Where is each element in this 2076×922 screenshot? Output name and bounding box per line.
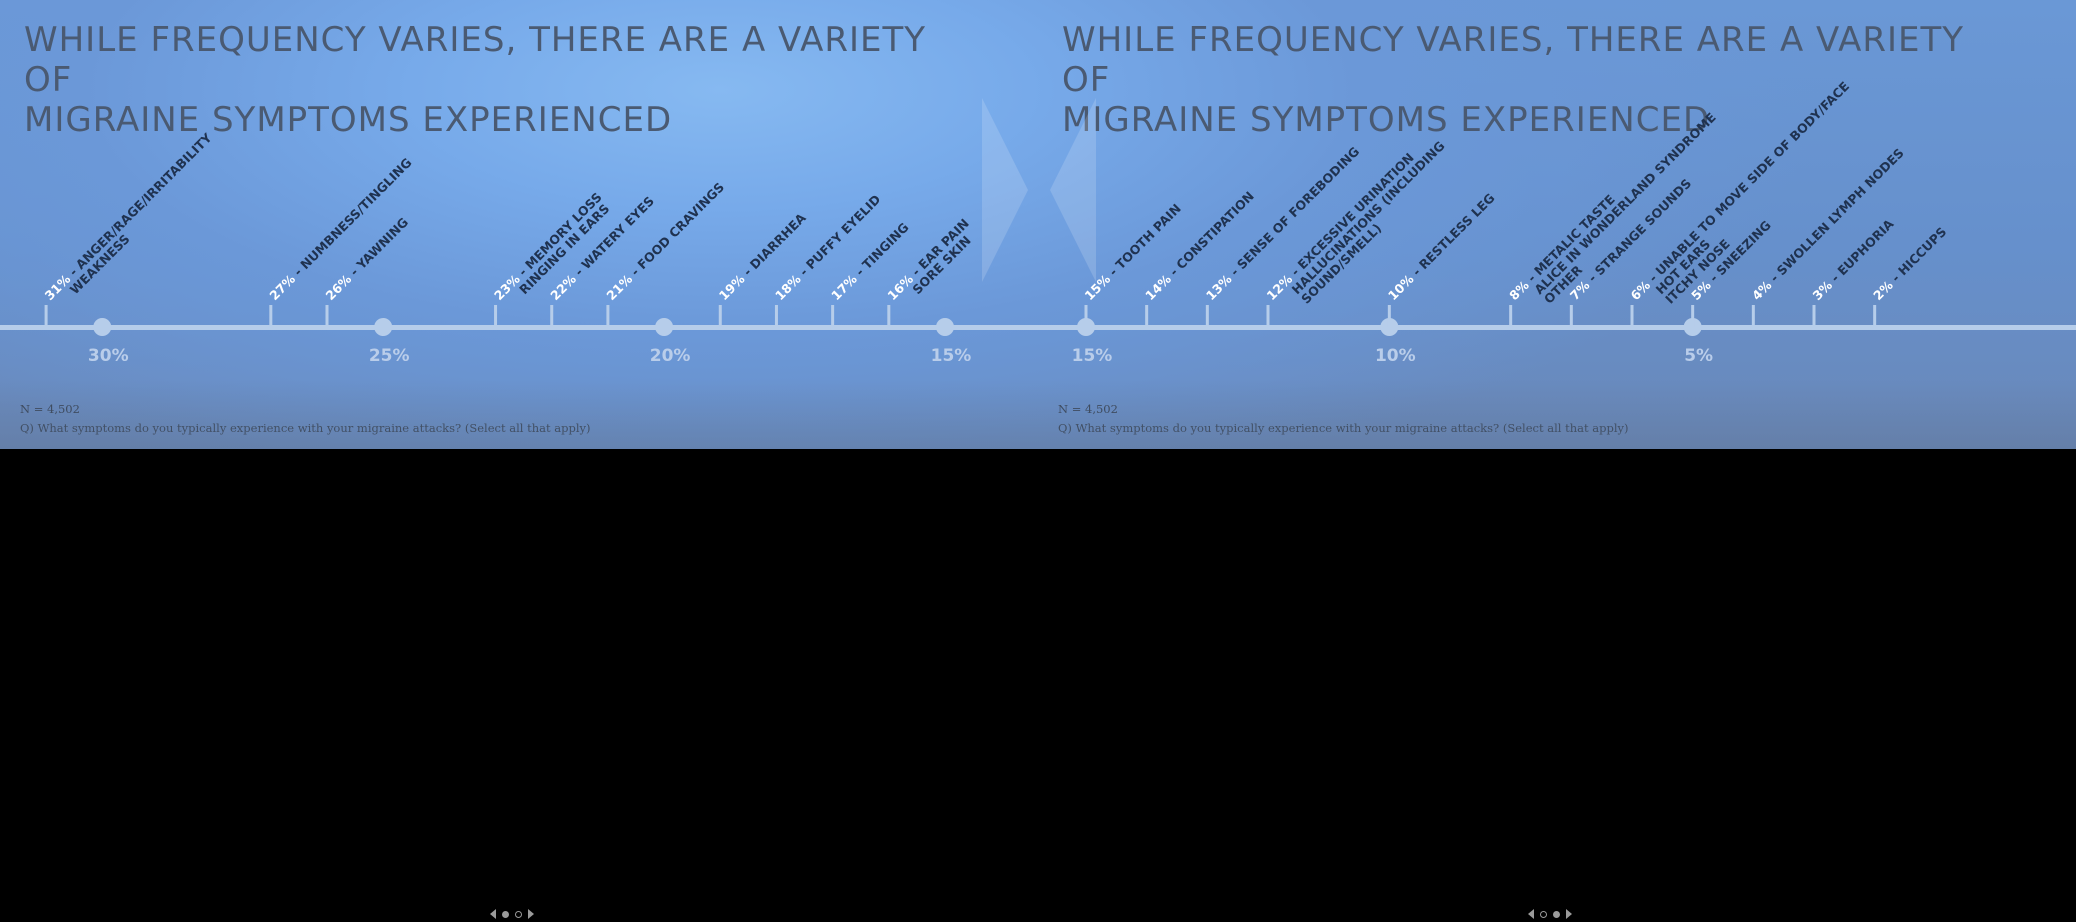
symptom-name: - HICCUPS <box>1885 224 1949 288</box>
next-arrow-icon[interactable] <box>1566 909 1572 919</box>
axis-major-marker <box>374 318 393 336</box>
symptom-label: 18% - PUFFY EYELID <box>772 192 884 304</box>
symptom-name: - TINGING <box>849 220 911 282</box>
pager-dot-2[interactable] <box>1553 910 1560 918</box>
symptom-label-line: 15% - TOOTH PAIN <box>1082 201 1184 303</box>
symptom-label-line: 21% - FOOD CRAVINGS <box>603 179 727 303</box>
slide-2-title: WHILE FREQUENCY VARIES, THERE ARE A VARI… <box>1062 20 1965 140</box>
pager-dot-1[interactable] <box>1540 910 1547 918</box>
axis-major-marker <box>93 318 112 336</box>
axis-major-marker <box>936 318 954 336</box>
symptom-timeline-chart: 30% 25% 20% 15% 31% - ANGER/RAGE/IRRITABILIT… <box>0 78 2076 366</box>
symptom-name: - FOOD CRAVINGS <box>625 179 728 282</box>
axis-tick-label: 5% <box>1684 346 1713 366</box>
symptom-tick <box>774 305 778 327</box>
axis-tick-label: 15% <box>931 346 972 366</box>
symptom-tick <box>831 305 835 327</box>
symptom-label-line: 14% - CONSTIPATION <box>1142 188 1257 303</box>
symptom-tick <box>494 305 498 327</box>
slide-1-title: WHILE FREQUENCY VARIES, THERE ARE A VARI… <box>24 20 927 140</box>
symptom-tick <box>1873 305 1877 327</box>
symptom-tick <box>269 305 273 327</box>
symptom-label: 14% - CONSTIPATION <box>1142 188 1257 303</box>
symptom-label-line: 18% - PUFFY EYELID <box>772 192 884 304</box>
symptom-tick <box>1145 305 1149 327</box>
symptom-tick <box>1569 305 1573 327</box>
symptom-tick <box>44 305 48 327</box>
previous-arrow-icon[interactable] <box>1528 909 1534 919</box>
axis-tick-label: 15% <box>1072 346 1113 366</box>
symptom-label: 15% - TOOTH PAIN <box>1082 201 1184 303</box>
axis-major-marker <box>655 318 674 336</box>
symptom-label-line: 23% - MEMORY LOSS <box>491 189 605 303</box>
slide-1-question: Q) What symptoms do you typically experi… <box>20 421 591 435</box>
symptom-tick <box>1630 305 1634 327</box>
symptom-label-line: 10% - RESTLESS LEG <box>1385 190 1498 303</box>
pager-dot-1[interactable] <box>502 910 509 918</box>
slide-1-sample-size: N = 4,502 <box>20 402 80 416</box>
slideshow-footer <box>0 449 2076 919</box>
symptom-tick <box>1387 305 1391 327</box>
symptom-tick <box>606 305 610 327</box>
symptom-tick <box>718 305 722 327</box>
symptom-tick <box>1205 305 1209 327</box>
symptom-label-line: 6% - UNABLE TO MOVE SIDE OF BODY/FACE <box>1628 78 1853 303</box>
symptom-tick <box>1266 305 1270 327</box>
symptom-tick <box>1509 305 1513 327</box>
previous-arrow-icon[interactable] <box>490 909 496 919</box>
symptom-name: - RESTLESS LEG <box>1406 190 1498 282</box>
slide-2-question: Q) What symptoms do you typically experi… <box>1058 421 1629 435</box>
symptom-tick <box>1751 305 1755 327</box>
symptom-tick <box>1691 305 1695 327</box>
slide-1-pager <box>490 906 534 922</box>
symptom-label: 10% - RESTLESS LEG <box>1385 190 1498 303</box>
slide-2-pager <box>1528 906 1572 922</box>
symptom-name: - ANGER/RAGE/IRRITABILITY <box>63 129 216 282</box>
symptom-tick <box>1812 305 1816 327</box>
symptom-tick <box>1084 305 1088 327</box>
axis-tick-label: 10% <box>1375 346 1416 366</box>
axis-tick-label: 30% <box>88 346 129 366</box>
symptom-name: - UNABLE TO MOVE SIDE OF BODY/FACE <box>1643 78 1853 288</box>
slideshow-stage: WHILE FREQUENCY VARIES, THERE ARE A VARI… <box>0 0 2076 449</box>
symptom-tick <box>550 305 554 327</box>
slide-2-sample-size: N = 4,502 <box>1058 402 1118 416</box>
symptom-label-line: 31% - ANGER/RAGE/IRRITABILITY <box>42 129 216 303</box>
symptom-tick <box>325 305 329 327</box>
symptom-label: 21% - FOOD CRAVINGS <box>603 179 727 303</box>
next-slide-chevron-icon[interactable] <box>982 98 1028 282</box>
pager-dot-2[interactable] <box>515 910 522 918</box>
axis-tick-label: 25% <box>369 346 410 366</box>
prev-slide-chevron-icon[interactable] <box>1050 98 1096 282</box>
timeline-axis-line <box>0 325 2076 330</box>
next-arrow-icon[interactable] <box>528 909 534 919</box>
symptom-label: 12% - EXCESSIVE URINATIONHALLUCINATIONS … <box>1264 138 1448 307</box>
axis-tick-label: 20% <box>650 346 691 366</box>
symptom-tick <box>887 305 891 327</box>
